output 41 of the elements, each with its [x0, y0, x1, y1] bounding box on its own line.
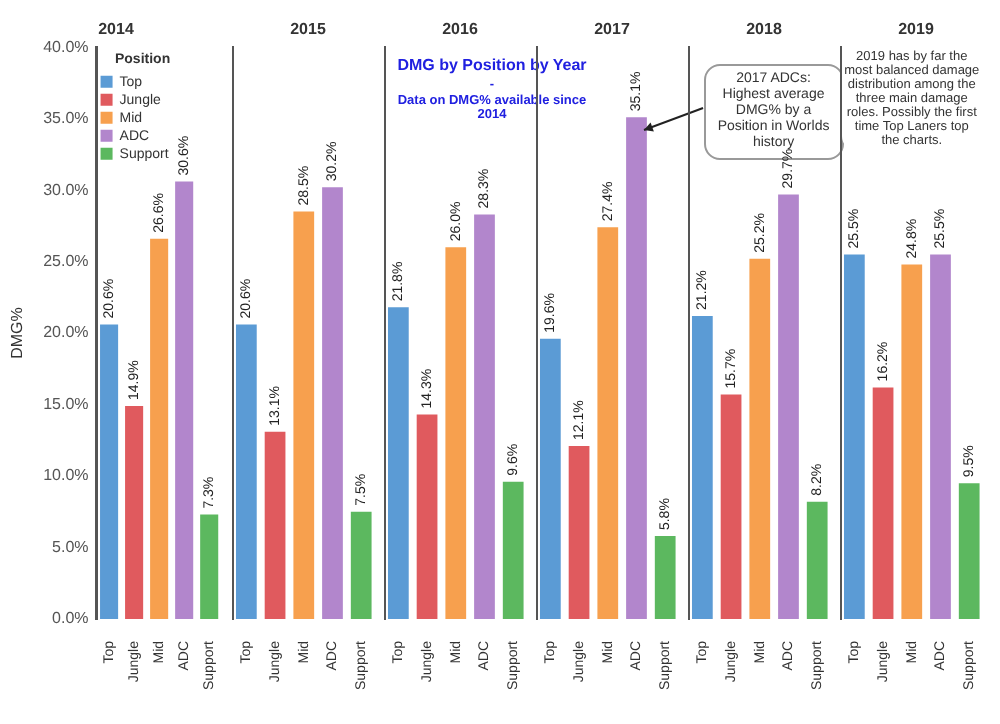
y-tick-label: 25.0% — [43, 252, 89, 271]
bar — [322, 187, 343, 619]
chart-title: 2014 — [98, 20, 135, 39]
bar — [445, 247, 467, 619]
chart-title: 2017 — [594, 20, 631, 39]
bar — [958, 483, 980, 619]
bar — [654, 536, 676, 619]
bar — [350, 511, 372, 619]
bar — [806, 501, 828, 619]
y-tick-label: 0.0% — [52, 609, 89, 628]
bar — [474, 214, 495, 619]
y-tick-label: 5.0% — [52, 537, 89, 556]
chart-title: 2015 — [290, 20, 327, 39]
bar — [626, 117, 647, 619]
bar — [416, 414, 438, 619]
bar — [387, 307, 409, 619]
bar — [502, 481, 524, 619]
y-tick-label: 10.0% — [43, 466, 89, 485]
chart-title: 2019 — [898, 20, 935, 39]
bar — [293, 211, 315, 619]
bar — [778, 194, 799, 619]
bar — [235, 324, 257, 619]
bar — [930, 254, 951, 619]
y-axis-title: DMG% — [8, 307, 27, 359]
bar — [691, 315, 713, 619]
bar — [749, 258, 771, 619]
bar — [720, 394, 742, 619]
y-tick-label: 20.0% — [43, 323, 89, 342]
y-tick-label: 35.0% — [43, 109, 89, 128]
chart-title: 2016 — [442, 20, 479, 39]
bar — [264, 431, 286, 619]
bar — [539, 338, 561, 619]
y-tick-label: 30.0% — [43, 180, 89, 199]
bar — [843, 254, 865, 619]
bar — [568, 446, 590, 619]
y-tick-label: 15.0% — [43, 394, 89, 413]
chart-title: 2018 — [746, 20, 783, 39]
bar — [901, 264, 923, 619]
bar — [872, 387, 894, 619]
bar — [597, 227, 619, 619]
y-tick-label: 40.0% — [43, 37, 89, 56]
